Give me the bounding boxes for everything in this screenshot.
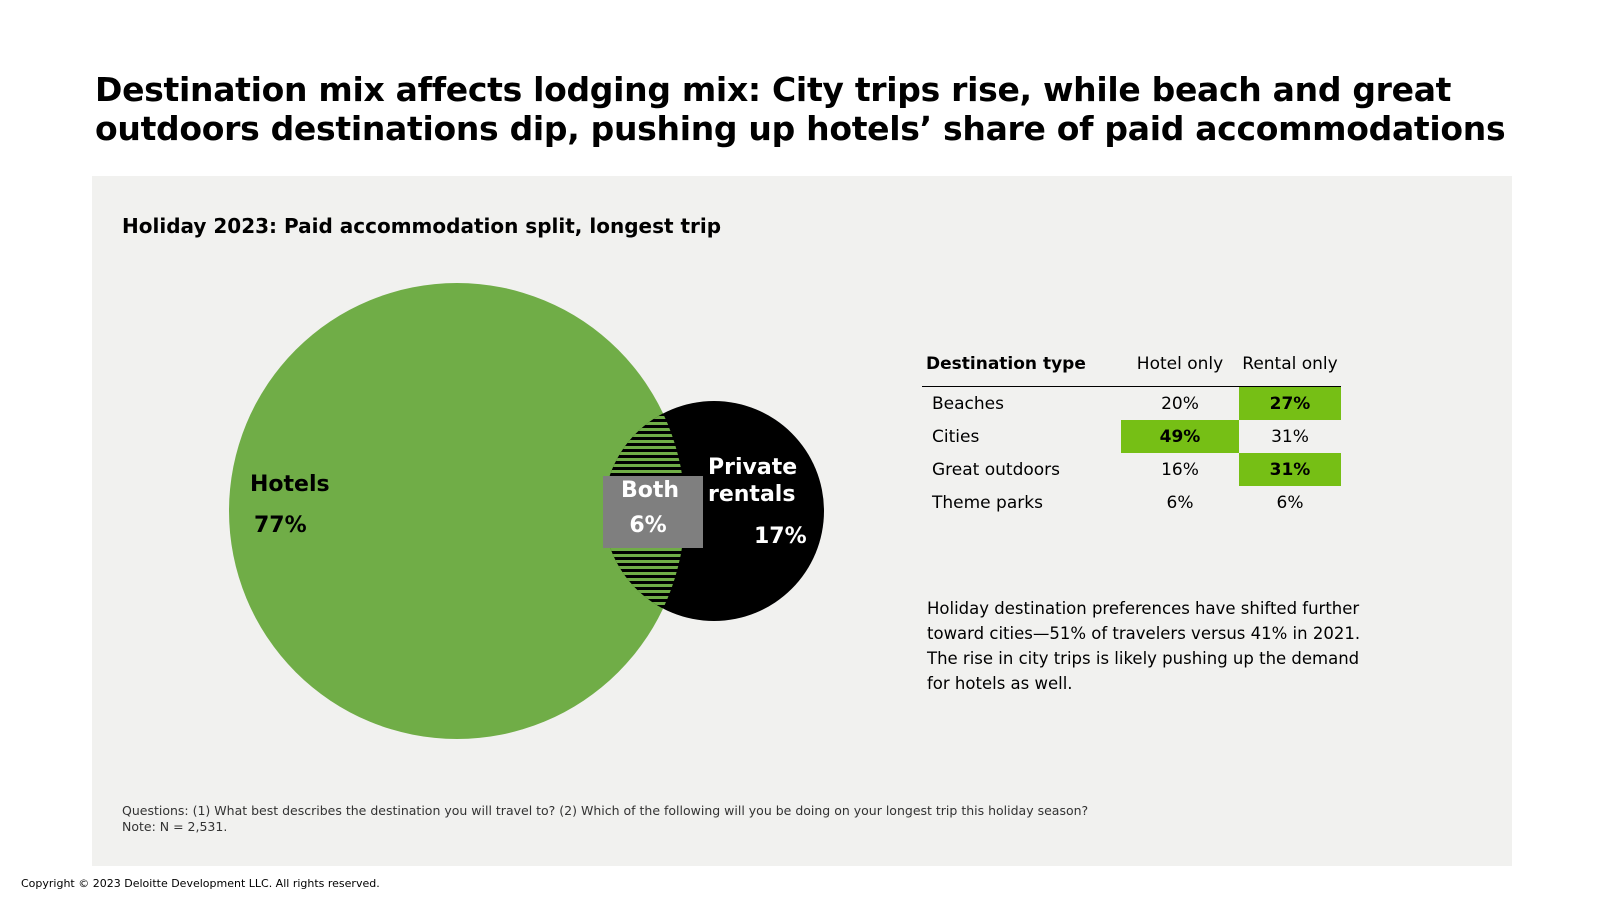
row-destination: Theme parks: [932, 492, 1043, 513]
rentals-label-line2: rentals: [708, 482, 795, 507]
table-row: Theme parks 6% 6%: [922, 486, 1341, 519]
rentals-label-line1: Private: [708, 455, 797, 480]
footnote: Questions: (1) What best describes the d…: [122, 803, 1088, 835]
row-destination: Great outdoors: [932, 459, 1061, 480]
header-hotel-only: Hotel only: [1121, 352, 1239, 387]
venn-diagram: Hotels 77% Private rentals 17% Both 6%: [229, 283, 824, 739]
table-header-row: Destination type Hotel only Rental only: [922, 352, 1341, 387]
both-value: 6%: [629, 513, 666, 538]
row-rental-share: 31%: [1239, 453, 1341, 486]
page-title: Destination mix affects lodging mix: Cit…: [95, 70, 1506, 148]
hotels-value: 77%: [254, 513, 307, 538]
row-destination: Cities: [932, 426, 980, 447]
hotels-circle: [229, 283, 685, 739]
row-hotel-share: 6%: [1166, 492, 1194, 513]
chart-panel: Holiday 2023: Paid accommodation split, …: [92, 176, 1512, 866]
row-rental-share: 27%: [1239, 386, 1341, 420]
table-row: Beaches 20% 27%: [922, 386, 1341, 420]
both-box: [603, 476, 703, 548]
header-destination-type: Destination type: [922, 352, 1121, 387]
row-hotel-share: 16%: [1161, 459, 1199, 480]
table-row: Great outdoors 16% 31%: [922, 453, 1341, 486]
insight-note: Holiday destination preferences have shi…: [927, 599, 1361, 693]
destination-table: Destination type Hotel only Rental only …: [922, 352, 1341, 519]
hotels-label: Hotels: [250, 472, 330, 497]
footnote-questions: Questions: (1) What best describes the d…: [122, 803, 1089, 818]
table-row: Cities 49% 31%: [922, 420, 1341, 453]
footnote-sample-size: Note: N = 2,531.: [122, 819, 228, 834]
both-label: Both: [621, 478, 679, 503]
overlap-region: [604, 401, 685, 621]
header-rental-only: Rental only: [1239, 352, 1341, 387]
rentals-value: 17%: [754, 524, 807, 549]
row-hotel-share: 20%: [1161, 393, 1199, 414]
row-destination: Beaches: [932, 393, 1004, 414]
chart-title: Holiday 2023: Paid accommodation split, …: [122, 214, 722, 238]
row-rental-share: 6%: [1276, 492, 1304, 513]
row-hotel-share: 49%: [1121, 420, 1239, 453]
copyright: Copyright © 2023 Deloitte Development LL…: [21, 877, 380, 890]
row-rental-share: 31%: [1271, 426, 1309, 447]
